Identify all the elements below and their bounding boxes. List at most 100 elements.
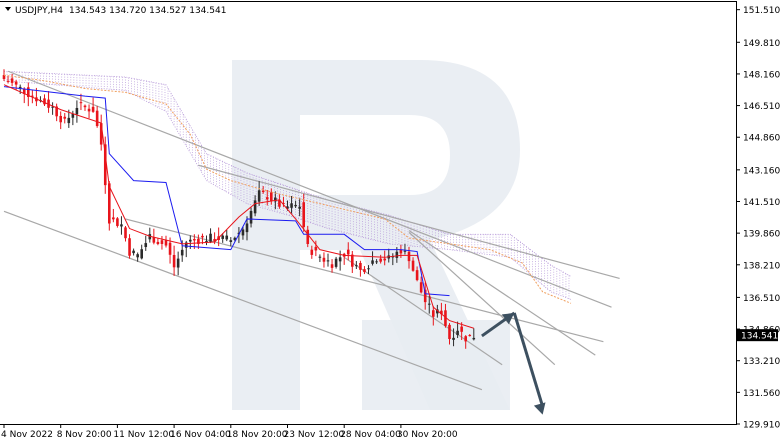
trendline: [408, 231, 556, 366]
x-tick-label: 16 Nov 04:00: [170, 430, 231, 440]
y-tick-label: 144.860: [743, 134, 780, 144]
current-price-label: 134.541: [741, 332, 778, 342]
candle-body: [282, 202, 285, 204]
candle-body: [59, 115, 62, 123]
candle-body: [440, 310, 443, 315]
trendline: [7, 70, 612, 308]
trendline: [3, 210, 483, 391]
candle-body: [14, 81, 18, 85]
candle-body: [253, 200, 257, 214]
candle-body: [371, 260, 374, 264]
candle-body: [31, 95, 34, 97]
y-tick-label: 139.860: [743, 230, 780, 240]
candle-body: [201, 235, 204, 238]
candle-body: [229, 240, 233, 242]
candle-body: [338, 257, 342, 262]
candle-body: [379, 258, 382, 262]
candle-body: [294, 204, 297, 207]
candle-body: [83, 105, 87, 108]
candle-body: [310, 249, 314, 255]
candle-body: [472, 337, 476, 340]
price-axis[interactable]: 151.510 149.810 148.160 146.510 144.860 143.1…: [736, 6, 780, 431]
candle-body: [79, 102, 83, 104]
candle-body: [124, 227, 127, 239]
x-tick-label: 23 Nov 12:00: [284, 430, 345, 440]
candle-body: [197, 238, 200, 244]
x-tick-label: 8 Nov 20:00: [57, 430, 112, 440]
candle-body: [108, 183, 111, 224]
candle-body: [47, 99, 50, 108]
candle-body: [427, 303, 431, 305]
candle-body: [99, 123, 103, 145]
y-tick-label: 148.160: [743, 70, 780, 80]
candle-body: [326, 260, 330, 262]
candle-body: [103, 144, 107, 186]
trendline: [343, 256, 503, 366]
forecast-arrow-down: [512, 312, 545, 408]
candle-body: [432, 310, 435, 317]
candle-body: [375, 261, 378, 263]
candle-body: [415, 270, 419, 281]
candle-body: [452, 337, 455, 340]
candle-body: [116, 218, 119, 226]
candle-body: [367, 268, 370, 270]
candle-body: [270, 192, 273, 201]
candle-body: [225, 235, 229, 240]
y-tick-label: 151.510: [743, 6, 780, 16]
y-tick-label: 133.210: [743, 357, 780, 367]
trendline: [125, 218, 604, 343]
cloud-top-line: [3, 70, 572, 277]
x-tick-label: 11 Nov 12:00: [113, 430, 174, 440]
candle-body: [156, 241, 160, 245]
y-tick-label: 143.160: [743, 166, 780, 176]
trendline: [408, 229, 596, 356]
candle-body: [95, 110, 99, 127]
candle-body: [468, 335, 472, 337]
candle-body: [298, 206, 301, 209]
candle-body: [176, 258, 180, 268]
symbol-label: USDJPY,H4: [15, 6, 63, 16]
candle-body: [112, 217, 115, 220]
candle-body: [172, 254, 176, 268]
candle-body: [464, 336, 467, 342]
candle-body: [322, 257, 326, 262]
chikou-span-line: [3, 74, 572, 304]
forecast-arrowhead-up: [501, 312, 515, 325]
current-price-marker: 134.541: [737, 329, 778, 342]
y-tick-label: 146.510: [743, 102, 780, 112]
candle-body: [128, 238, 131, 256]
y-tick-label: 131.560: [743, 389, 780, 399]
candle-body: [241, 229, 245, 236]
candle-body: [63, 116, 67, 119]
y-tick-label: 136.510: [743, 294, 780, 304]
candle-body: [306, 229, 310, 244]
trendlines: [3, 70, 620, 391]
x-tick-label: 18 Nov 20:00: [227, 430, 288, 440]
y-tick-label: 149.810: [743, 39, 780, 49]
watermark-logo: [232, 60, 520, 410]
candle-body: [184, 242, 188, 248]
x-tick-label: 28 Nov 04:00: [340, 430, 401, 440]
candle-body: [403, 250, 407, 252]
candle-body: [132, 250, 135, 254]
candle-body: [233, 237, 237, 240]
ohlc-values: 134.543 134.720 134.527 134.541: [69, 6, 226, 16]
candle-body: [180, 249, 184, 256]
forecast-arrow: [481, 311, 546, 415]
current-price-label-bg: [737, 329, 778, 342]
cloud-bottom-line: [3, 80, 572, 300]
candle-body: [318, 256, 322, 258]
candle-body: [302, 202, 305, 228]
candle-body: [448, 324, 451, 340]
dropdown-triangle-icon[interactable]: [5, 7, 11, 11]
candle-body: [213, 238, 216, 242]
candle-body: [399, 250, 403, 254]
candle-body: [6, 80, 10, 82]
candle-body: [75, 107, 79, 115]
candle-body: [10, 78, 14, 83]
y-tick-label: 141.510: [743, 198, 780, 208]
candle-body: [351, 254, 354, 267]
candle-body: [152, 237, 156, 243]
